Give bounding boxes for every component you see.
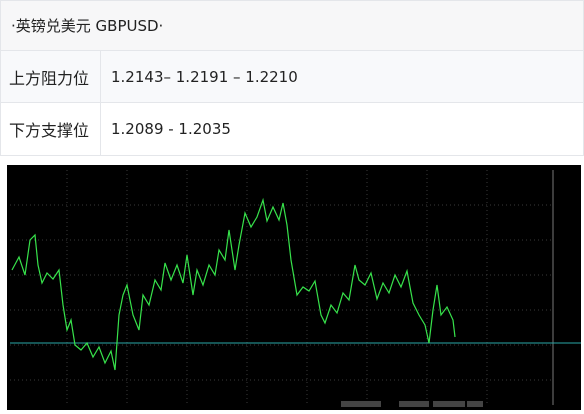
toolbar-buttons bbox=[341, 401, 483, 407]
chart-background bbox=[7, 165, 581, 410]
row-label: 下方支撑位 bbox=[0, 102, 101, 156]
level-table: ·英镑兑美元 GBPUSD· 上方阻力位 1.2143– 1.2191 – 1.… bbox=[0, 0, 584, 156]
row: 上方阻力位 1.2143– 1.2191 – 1.2210 bbox=[0, 50, 584, 103]
price-curve bbox=[11, 197, 456, 371]
row: 下方支撑位 1.2089 - 1.2035 bbox=[0, 102, 584, 156]
row-label: 上方阻力位 bbox=[0, 50, 101, 103]
row-value: 1.2089 - 1.2035 bbox=[100, 102, 584, 156]
title-row: ·英镑兑美元 GBPUSD· bbox=[0, 0, 584, 51]
row-value: 1.2143– 1.2191 – 1.2210 bbox=[100, 50, 584, 103]
price-chart-image bbox=[7, 165, 581, 410]
table-title: ·英镑兑美元 GBPUSD· bbox=[0, 0, 584, 51]
chart-grid bbox=[10, 170, 553, 405]
